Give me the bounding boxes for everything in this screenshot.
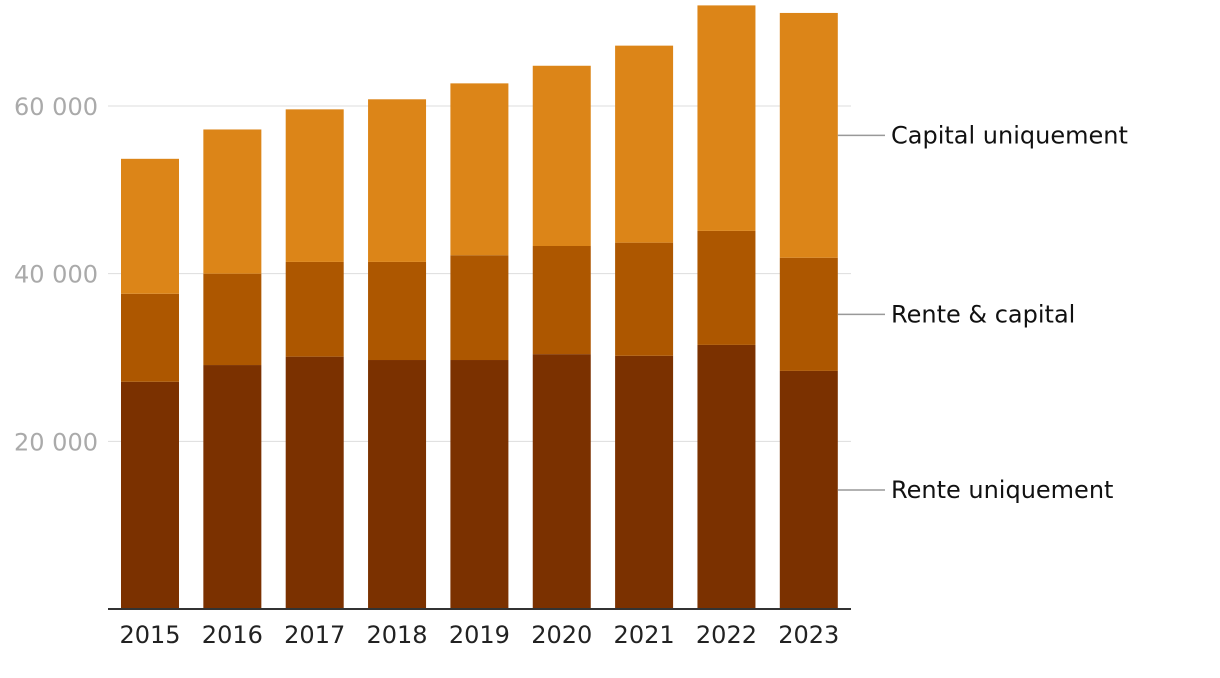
x-tick-label-2022: 2022 xyxy=(696,621,757,649)
bar-segment-2015-1 xyxy=(121,381,179,609)
bar-segment-2022-2 xyxy=(697,230,756,345)
x-tick-label-2021: 2021 xyxy=(614,621,675,649)
bar-segment-2017-3 xyxy=(285,109,344,262)
bar-segment-2019-3 xyxy=(450,83,509,256)
y-tick-label: 20 000 xyxy=(14,428,98,456)
legend-label: Capital uniquement xyxy=(891,121,1128,149)
bar-segment-2018-3 xyxy=(368,99,427,262)
bar-segment-2021-2 xyxy=(615,242,674,356)
x-tick-label-2017: 2017 xyxy=(284,621,345,649)
bar-segment-2023-3 xyxy=(779,12,838,258)
x-tick-label-2019: 2019 xyxy=(449,621,510,649)
bar-segment-2020-2 xyxy=(532,246,591,355)
bar-segment-2016-1 xyxy=(203,365,262,609)
bar-segment-2021-3 xyxy=(615,45,674,243)
x-tick-label-2020: 2020 xyxy=(531,621,592,649)
bar-segment-2022-3 xyxy=(697,5,756,231)
bar-segment-2020-1 xyxy=(532,354,591,609)
bar-segment-2023-2 xyxy=(779,257,838,371)
x-tick-label-2016: 2016 xyxy=(202,621,263,649)
legend-label: Rente uniquement xyxy=(891,476,1113,504)
y-axis-ticks: 20 000 40 000 60 000 xyxy=(14,93,98,456)
bar-segment-2019-2 xyxy=(450,255,509,361)
bar-segment-2015-3 xyxy=(121,158,179,294)
x-tick-label-2015: 2015 xyxy=(119,621,180,649)
x-tick-label-2018: 2018 xyxy=(367,621,428,649)
x-axis-ticks: 2015 2016 2017 2018 2019 2020 2021 2022 2023 xyxy=(119,621,839,649)
bar-segment-2021-1 xyxy=(615,355,674,609)
bar-segment-2016-3 xyxy=(203,129,262,274)
bar-segment-2019-1 xyxy=(450,360,509,609)
legend: Rente uniquement Rente & capital Capital u… xyxy=(837,121,1128,504)
bar-segment-2017-2 xyxy=(285,261,344,357)
bar-segment-2018-1 xyxy=(368,360,427,609)
bar-segment-2017-1 xyxy=(285,356,344,609)
y-tick-label: 60 000 xyxy=(14,93,98,121)
x-tick-label-2023: 2023 xyxy=(778,621,839,649)
y-tick-label: 40 000 xyxy=(14,261,98,289)
bar-segment-2015-2 xyxy=(121,293,179,382)
bar-segment-2022-1 xyxy=(697,344,756,609)
bar-segment-2016-2 xyxy=(203,273,262,366)
bar-segment-2020-3 xyxy=(532,65,591,247)
bar-segment-2018-2 xyxy=(368,261,427,361)
legend-label: Rente & capital xyxy=(891,300,1075,328)
bar-segment-2023-1 xyxy=(779,370,838,609)
bars xyxy=(121,5,838,609)
